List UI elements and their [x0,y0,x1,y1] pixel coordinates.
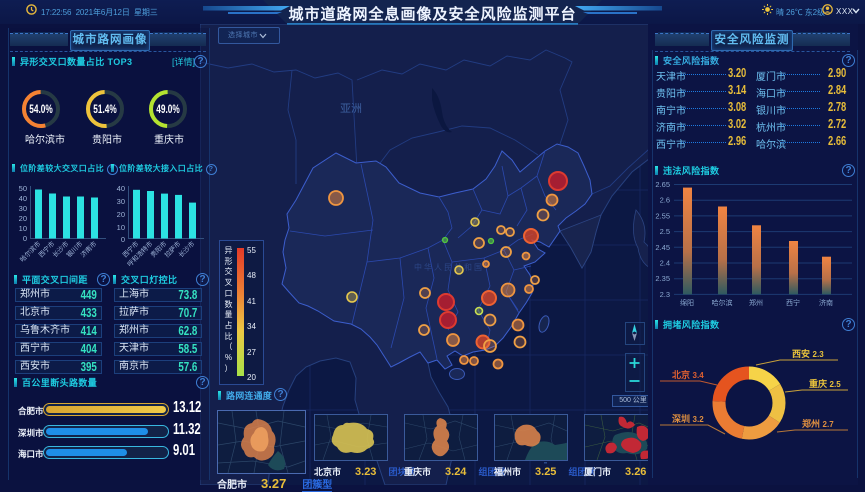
svg-text:2.3: 2.3 [660,290,670,299]
svg-text:40: 40 [117,184,125,193]
svg-text:北京 3.4: 北京 3.4 [672,369,704,380]
svg-text:10: 10 [19,224,27,233]
svg-text:49.0%: 49.0% [156,104,180,117]
svg-text:2.4: 2.4 [660,259,670,268]
svg-text:绵阳: 绵阳 [680,298,694,307]
svg-text:51.4%: 51.4% [93,104,117,117]
svg-text:2.35: 2.35 [655,274,670,283]
svg-text:50: 50 [19,184,27,193]
svg-text:54.0%: 54.0% [29,104,53,117]
svg-text:哈尔滨: 哈尔滨 [712,298,733,307]
svg-text:2.55: 2.55 [655,211,670,220]
svg-text:2.65: 2.65 [655,180,670,189]
svg-text:2.5: 2.5 [660,227,670,236]
svg-text:0: 0 [23,234,27,243]
svg-text:重庆 2.5: 重庆 2.5 [809,378,841,389]
svg-text:中华人民共和国: 中华人民共和国 [414,262,484,272]
svg-text:哈尔滨市: 哈尔滨市 [18,239,43,264]
svg-text:2.45: 2.45 [655,243,670,252]
svg-text:长沙市: 长沙市 [176,239,197,260]
svg-text:30: 30 [19,204,27,213]
svg-text:10: 10 [117,223,125,232]
svg-text:西安 2.3: 西安 2.3 [792,348,824,359]
svg-text:20: 20 [19,214,27,223]
svg-text:深圳 3.2: 深圳 3.2 [672,413,704,424]
svg-text:济南: 济南 [819,298,833,307]
svg-text:济南市: 济南市 [78,239,99,260]
svg-text:西宁: 西宁 [786,298,800,307]
svg-text:亚洲: 亚洲 [340,103,362,115]
svg-text:0: 0 [121,235,125,244]
svg-text:30: 30 [117,197,125,206]
svg-text:2.6: 2.6 [660,196,670,205]
svg-text:郑州: 郑州 [749,299,763,307]
svg-text:郑州 2.7: 郑州 2.7 [802,418,834,429]
svg-text:40: 40 [19,194,27,203]
svg-text:20: 20 [117,210,125,219]
